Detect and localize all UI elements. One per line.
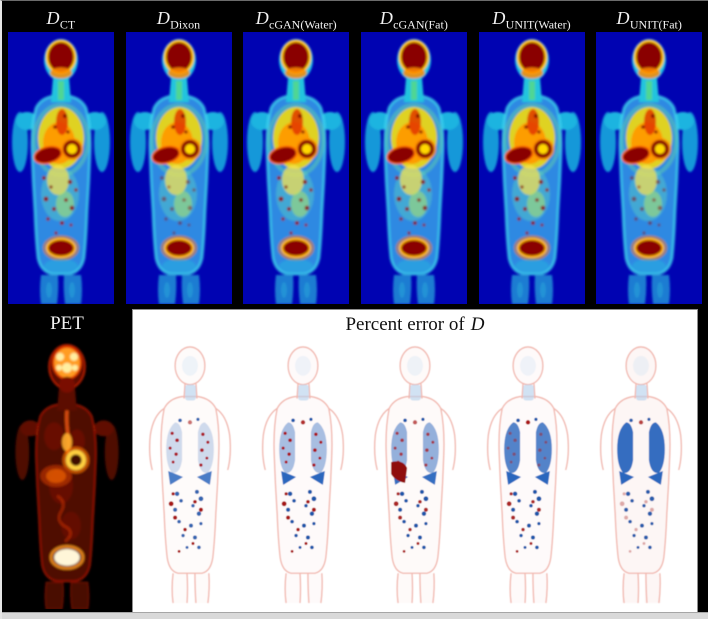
- error-map-unit-fat: [586, 337, 695, 605]
- dose-map-image-dixon: [126, 32, 232, 304]
- percent-error-title: Percent error of D: [345, 314, 485, 335]
- figure-bottom-border: [2, 612, 708, 619]
- percent-error-panel: Percent error of D: [132, 309, 698, 613]
- error-map-cgan-fat: [360, 337, 469, 605]
- error-map-unit-water: [473, 337, 582, 605]
- dose-map-image-unit-water: [479, 32, 585, 304]
- dose-map-label-ct: DCT: [46, 8, 76, 32]
- dose-map-column-cgan-fat: DcGAN(Fat): [355, 1, 473, 306]
- error-map-dixon: [135, 337, 244, 605]
- dose-map-image-ct: [8, 32, 114, 304]
- dose-map-column-unit-water: DUNIT(Water): [473, 1, 591, 306]
- dose-map-image-unit-fat: [596, 32, 702, 304]
- dose-map-column-ct: DCT: [2, 1, 120, 306]
- dose-maps-section: DCT DDixon DcGAN(Water) DcGAN(Fat) DUNIT…: [2, 1, 708, 306]
- pet-image: [9, 337, 125, 609]
- dose-map-label-cgan-water: DcGAN(Water): [255, 8, 337, 32]
- pet-column: PET: [2, 309, 132, 613]
- bottom-section: PET Percent error of D: [2, 309, 708, 613]
- dose-map-image-cgan-water: [243, 32, 349, 304]
- dose-map-column-cgan-water: DcGAN(Water): [237, 1, 355, 306]
- dose-map-column-unit-fat: DUNIT(Fat): [590, 1, 708, 306]
- error-map-cgan-water: [248, 337, 357, 605]
- dose-map-image-cgan-fat: [361, 32, 467, 304]
- pet-label: PET: [50, 313, 84, 334]
- dose-map-label-cgan-fat: DcGAN(Fat): [379, 8, 448, 32]
- dose-map-label-unit-fat: DUNIT(Fat): [616, 8, 682, 32]
- dose-map-column-dixon: DDixon: [120, 1, 238, 306]
- dose-map-label-dixon: DDixon: [156, 8, 201, 32]
- dose-map-label-unit-water: DUNIT(Water): [492, 8, 571, 32]
- percent-error-maps-row: [133, 337, 697, 612]
